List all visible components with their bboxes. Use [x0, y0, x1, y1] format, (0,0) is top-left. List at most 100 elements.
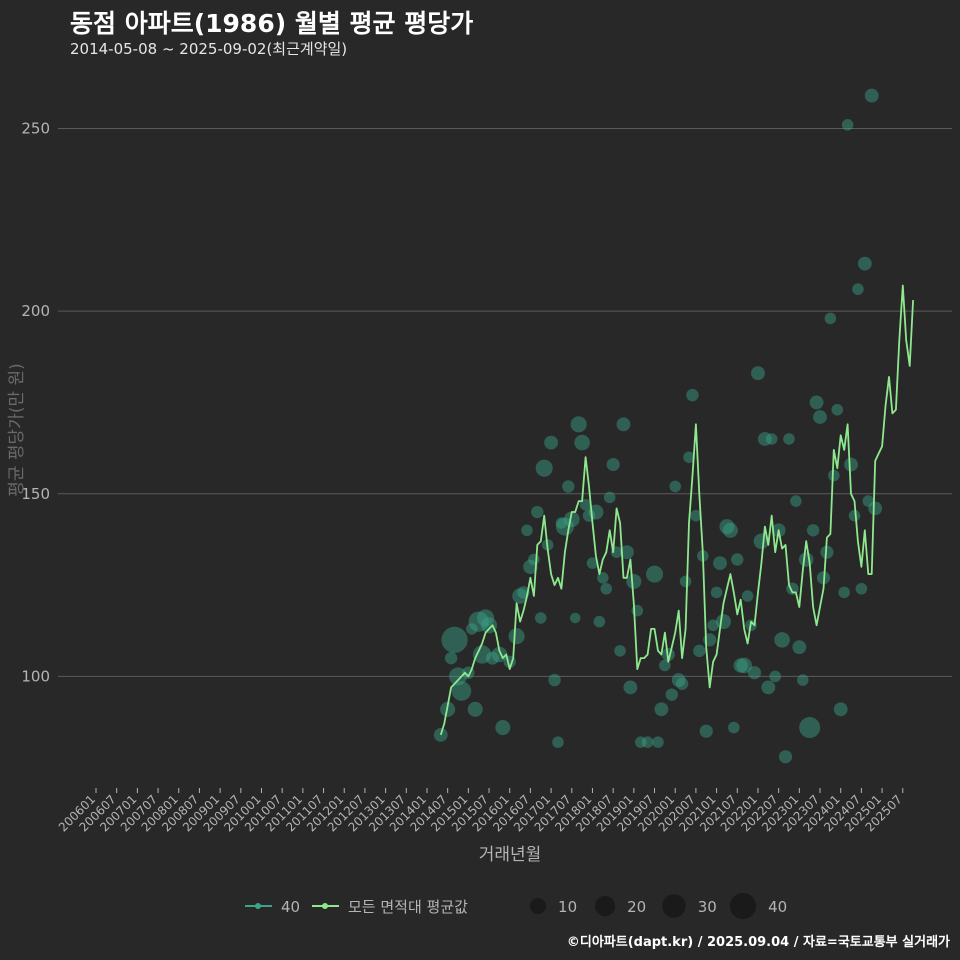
scatter-point [713, 556, 727, 571]
scatter-point [790, 495, 802, 507]
legend-size-key [662, 894, 686, 918]
scatter-point [774, 632, 790, 648]
scatter-point [778, 750, 793, 764]
scatter-point [799, 717, 821, 739]
chart-subtitle: 2014-05-08 ~ 2025-09-02(최근계약일) [70, 40, 348, 58]
scatter-point [841, 119, 854, 131]
legend-size-label: 20 [627, 898, 646, 916]
scatter-point [857, 256, 872, 271]
legend-size-key [729, 892, 757, 920]
scatter-point [862, 495, 875, 507]
scatter-point [669, 480, 681, 493]
legend-size-label: 10 [558, 898, 577, 916]
scatter-point [600, 582, 613, 595]
scatter-point [645, 565, 664, 583]
scatter-point [864, 88, 879, 103]
scatter-point [753, 533, 770, 550]
legend-label: 40 [281, 898, 300, 916]
scatter-point [693, 644, 706, 658]
scatter-point [852, 283, 864, 295]
scatter-point [569, 612, 581, 624]
scatter-point [654, 702, 669, 717]
scatter-point [736, 657, 752, 674]
legend-size-key [594, 895, 616, 917]
scatter-point [626, 573, 642, 589]
scatter-point [769, 670, 781, 683]
scatter-point [828, 469, 840, 482]
scatter-point [441, 626, 468, 653]
scatter-point [562, 480, 575, 493]
scatter-point [528, 553, 540, 566]
scatter-point [838, 586, 850, 599]
scatter-point [831, 403, 844, 416]
scatter-point [671, 673, 686, 687]
scatter-series [433, 88, 883, 764]
y-tick-label: 200 [21, 302, 50, 320]
scatter-point [833, 702, 848, 717]
legend-label: 모든 면적대 평균값 [348, 898, 468, 916]
legend-key-dot [255, 903, 261, 909]
scatter-point [634, 736, 647, 748]
scatter-point [699, 724, 713, 738]
scatter-point [586, 557, 599, 569]
line-series-path [439, 284, 914, 736]
scatter-point [741, 590, 754, 602]
scatter-point [535, 459, 553, 477]
scatter-point [531, 505, 544, 519]
scatter-point [548, 673, 561, 687]
scatter-point [521, 524, 533, 537]
scatter-point [707, 619, 719, 632]
scatter-point [855, 582, 868, 595]
scatter-point [606, 457, 620, 472]
scatter-point [523, 559, 538, 575]
scatter-point [731, 553, 744, 566]
scatter-point [868, 501, 883, 516]
scatter-point [844, 457, 858, 472]
scatter-point [466, 623, 478, 635]
scatter-point [472, 645, 492, 664]
scatter-point [508, 628, 525, 645]
scatter-point [641, 736, 654, 748]
y-tick-label: 250 [21, 119, 50, 137]
scatter-point [444, 651, 458, 665]
scatter-point [665, 688, 678, 701]
scatter-point [449, 667, 467, 686]
scatter-point [809, 395, 824, 410]
scatter-point [593, 615, 606, 628]
scatter-point [728, 721, 740, 734]
scatter-point [792, 640, 807, 655]
scatter-point [761, 680, 776, 695]
scatter-point [597, 572, 609, 584]
scatter-point [710, 586, 723, 599]
scatter-point [623, 680, 638, 695]
scatter-point [659, 659, 671, 672]
scatter-point [824, 312, 837, 325]
scatter-point [719, 519, 735, 535]
legend-size-key [529, 897, 547, 915]
gridlines [58, 127, 952, 677]
scatter-point [820, 545, 834, 559]
y-axis-ticks: 100 150 200 250 [21, 119, 50, 685]
scatter-point [574, 434, 590, 451]
y-tick-label: 150 [21, 485, 50, 503]
scatter-point [534, 612, 547, 624]
scatter-point [783, 433, 795, 445]
chart-title: 동점 아파트(1986) 월별 평균 평당가 [70, 9, 474, 38]
y-axis-label: 평균 평당가(만 원) [7, 363, 27, 497]
scatter-point [552, 736, 564, 748]
scatter-point [751, 366, 765, 381]
scatter-point [603, 491, 616, 504]
scatter-point [480, 617, 498, 634]
source-caption: ©디아파트(dapt.kr) / 2025.09.04 / 자료=국토교통부 실… [566, 935, 950, 950]
scatter-point [675, 677, 689, 690]
scatter-point [797, 674, 809, 686]
scatter-point [686, 388, 699, 402]
scatter-point [495, 720, 511, 736]
legend-size-label: 40 [768, 898, 787, 916]
scatter-point [451, 681, 472, 701]
scatter-point [616, 417, 631, 432]
scatter-point [652, 736, 664, 748]
scatter-point [579, 498, 592, 511]
scatter-point [477, 609, 495, 627]
